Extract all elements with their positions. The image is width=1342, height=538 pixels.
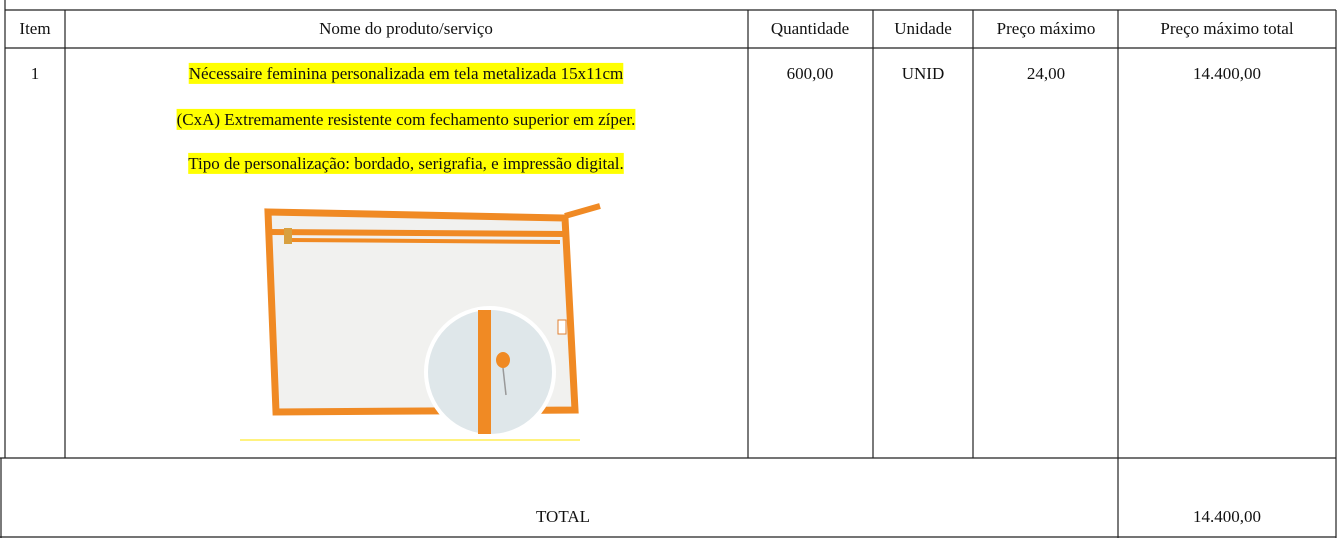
product-image xyxy=(240,203,601,441)
highlight xyxy=(188,62,624,84)
cell: 600,00 xyxy=(787,64,834,83)
highlight xyxy=(188,152,624,174)
cell: 1 xyxy=(31,64,40,83)
description-line: Tipo de personalização: bordado, serigra… xyxy=(188,154,624,173)
header-cell: Item xyxy=(19,19,50,38)
cell: UNID xyxy=(902,64,945,83)
total-value: 14.400,00 xyxy=(1193,507,1261,526)
highlights xyxy=(176,62,636,174)
header-cell: Nome do produto/serviço xyxy=(319,19,493,38)
cell: 14.400,00 xyxy=(1193,64,1261,83)
cell: 24,00 xyxy=(1027,64,1065,83)
header-cell: Preço máximo total xyxy=(1160,19,1293,38)
highlight xyxy=(176,108,636,130)
description-line: Nécessaire feminina personalizada em tel… xyxy=(189,64,624,83)
header-cell: Quantidade xyxy=(771,19,849,38)
description-line: (CxA) Extremamente resistente com fecham… xyxy=(177,110,636,129)
header-cell: Unidade xyxy=(894,19,952,38)
total-label: TOTAL xyxy=(536,507,590,526)
header-cell: Preço máximo xyxy=(997,19,1096,38)
